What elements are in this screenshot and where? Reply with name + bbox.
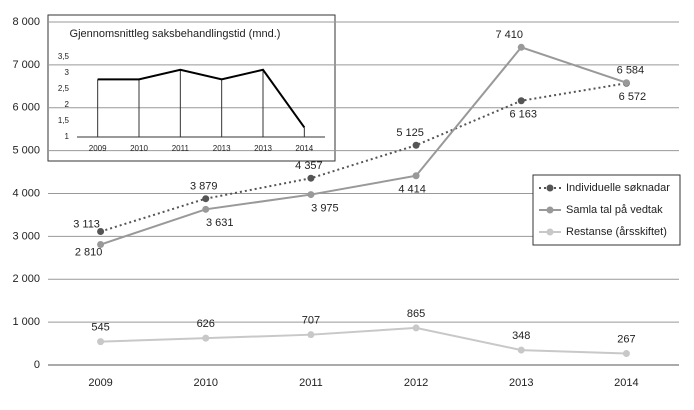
series-line	[100, 82, 627, 233]
y-tick-label: 3 000	[12, 230, 40, 242]
y-tick-label: 5 000	[12, 145, 40, 157]
series-line	[100, 326, 627, 355]
x-tick-label: 2013	[213, 144, 231, 153]
legend-label: Samla tal på vedtak	[566, 204, 663, 216]
value-label: 626	[197, 318, 215, 330]
x-tick-label: 2012	[404, 377, 428, 389]
point	[412, 324, 420, 332]
point	[517, 346, 525, 354]
legend-label: Restanse (årsskiftet)	[566, 226, 667, 238]
legend-label: Individuelle søknadar	[566, 182, 670, 194]
x-tick-label: 2013	[254, 144, 272, 153]
legend-marker	[546, 206, 554, 214]
point	[97, 228, 105, 236]
point	[412, 141, 420, 149]
y-tick-label: 7 000	[12, 59, 40, 71]
value-label: 7 410	[495, 29, 523, 41]
x-tick-label: 2011	[299, 377, 323, 389]
value-label: 4 414	[398, 184, 426, 196]
y-tick-label: 1	[65, 132, 70, 141]
y-tick-label: 0	[34, 359, 40, 371]
value-label: 6 572	[619, 91, 647, 103]
point	[517, 97, 525, 105]
x-tick-label: 2013	[509, 377, 533, 389]
point	[97, 338, 105, 346]
point	[307, 191, 315, 199]
y-tick-label: 4 000	[12, 187, 40, 199]
value-label: 3 975	[311, 202, 339, 214]
value-label: 348	[512, 330, 530, 342]
point	[97, 241, 105, 249]
value-label: 2 810	[75, 246, 103, 258]
point	[622, 350, 630, 358]
legend-marker	[546, 228, 554, 236]
point	[202, 334, 210, 342]
y-tick-label: 2,5	[58, 84, 70, 93]
x-tick-label: 2009	[89, 144, 107, 153]
y-tick-label: 3,5	[58, 52, 70, 61]
value-label: 4 357	[295, 160, 323, 172]
y-tick-label: 2 000	[12, 273, 40, 285]
inset-title: Gjennomsnittleg saksbehandlingstid (mnd.…	[70, 28, 281, 40]
value-label: 6 163	[509, 109, 537, 121]
value-label: 3 631	[206, 217, 234, 229]
y-tick-label: 3	[65, 68, 70, 77]
point	[517, 43, 525, 51]
x-tick-label: 2010	[130, 144, 148, 153]
value-label: 3 113	[73, 218, 100, 230]
value-label: 707	[302, 315, 320, 327]
point	[412, 172, 420, 180]
y-tick-label: 2	[65, 100, 70, 109]
legend-marker	[546, 184, 554, 192]
y-tick-label: 1 000	[12, 316, 40, 328]
value-label: 267	[617, 333, 635, 345]
x-tick-label: 2009	[88, 377, 112, 389]
series-line	[100, 46, 627, 246]
value-label: 6 584	[617, 65, 645, 77]
point	[622, 79, 630, 87]
series-line	[97, 68, 306, 128]
y-tick-label: 8 000	[12, 16, 40, 28]
x-tick-label: 2014	[614, 377, 638, 389]
value-label: 3 879	[190, 181, 218, 193]
point	[202, 195, 210, 203]
y-tick-label: 6 000	[12, 102, 40, 114]
value-label: 5 125	[396, 127, 424, 139]
x-tick-label: 2010	[194, 377, 218, 389]
x-tick-label: 2011	[172, 144, 190, 153]
y-tick-label: 1,5	[58, 116, 70, 125]
point	[307, 331, 315, 339]
x-tick-label: 2014	[295, 144, 313, 153]
value-label: 545	[91, 322, 109, 334]
value-label: 865	[407, 308, 425, 320]
point	[307, 174, 315, 182]
point	[202, 205, 210, 213]
